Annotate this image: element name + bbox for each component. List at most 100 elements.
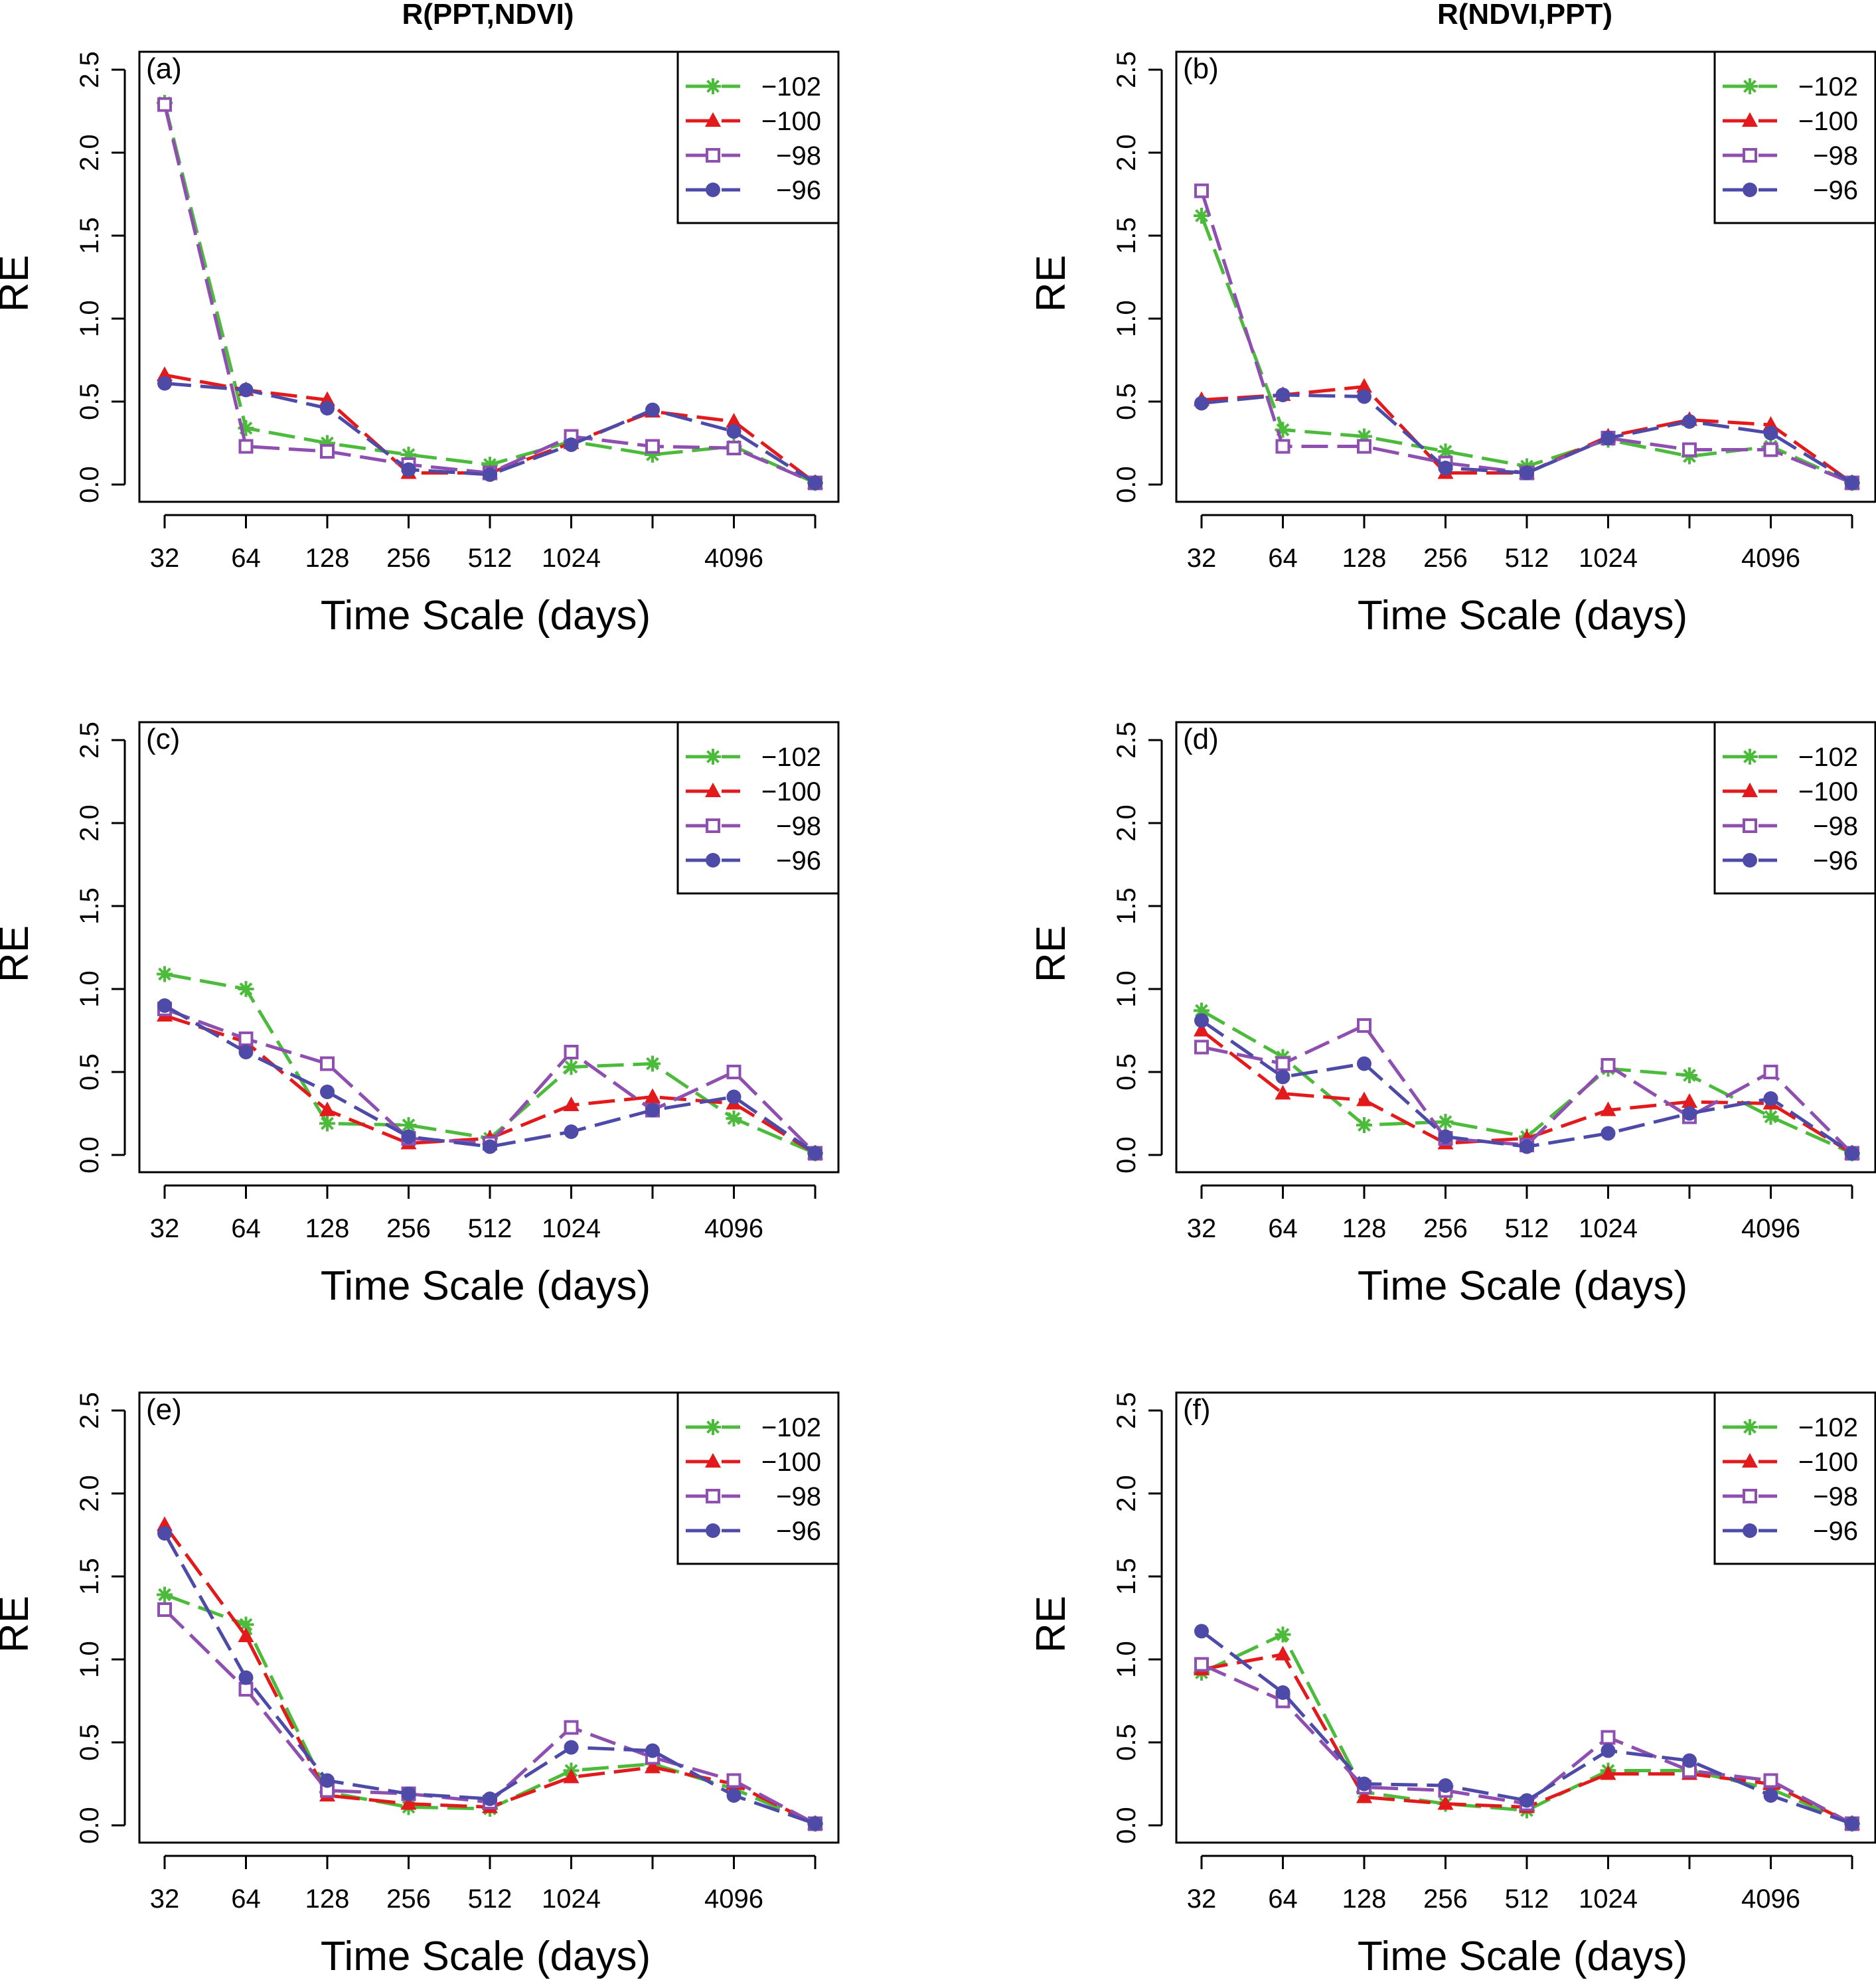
data-point [1763, 1091, 1778, 1106]
legend-marker [1742, 1453, 1758, 1468]
legend-label: −98 [776, 812, 821, 841]
y-tick-label: 1.5 [1112, 1558, 1141, 1595]
series-minus-98 [1194, 1018, 1859, 1161]
legend-marker [705, 783, 721, 797]
legend-label: −96 [1813, 846, 1858, 876]
data-point [483, 467, 497, 482]
data-point [1275, 421, 1291, 438]
data-point [645, 1758, 661, 1774]
legend-label: −100 [761, 777, 821, 806]
data-point [808, 1146, 822, 1161]
data-point [320, 1085, 335, 1099]
legend-label: −102 [761, 743, 821, 772]
data-point [564, 1720, 579, 1735]
data-point [1438, 461, 1453, 475]
data-point [400, 1795, 417, 1810]
data-point [1763, 1065, 1778, 1079]
data-point [1275, 1645, 1291, 1661]
data-point [238, 420, 254, 436]
data-point [1275, 1085, 1291, 1100]
data-point [1356, 378, 1372, 393]
x-tick-label: 512 [468, 544, 512, 573]
data-point [1275, 439, 1290, 454]
plot-frame [1175, 721, 1876, 1174]
series-minus-96 [1194, 1624, 1859, 1831]
data-point [645, 1103, 660, 1118]
y-axis-label: RE [1028, 925, 1074, 982]
data-point [1194, 1002, 1210, 1019]
series-line [163, 1532, 816, 1825]
legend-box [676, 50, 840, 224]
legend-marker [705, 78, 721, 94]
data-point [238, 1031, 254, 1046]
data-point [401, 462, 416, 477]
data-point [1600, 1101, 1616, 1116]
data-point [1763, 1773, 1778, 1788]
plot-frame [138, 50, 840, 503]
data-point [1194, 396, 1209, 411]
data-point [1357, 1018, 1371, 1033]
data-point [1763, 425, 1778, 441]
data-point [1601, 1058, 1616, 1073]
panel-a: (a) 0.0 0.5 1.0 1.5 2.0 2.5 RE 32 64 128 256 512 1024… [0, 50, 840, 639]
column-title-left: R(PPT,NDVI) [402, 0, 574, 31]
y-tick-label: 1.5 [75, 217, 104, 254]
x-tick-label: 128 [1342, 1214, 1387, 1243]
data-point [1438, 1129, 1453, 1144]
legend: −102 −100 −98 −96 [676, 721, 840, 895]
x-tick-label: 64 [231, 1884, 261, 1914]
y-tick-label: 1.0 [75, 970, 104, 1008]
plot-frame [138, 721, 840, 1174]
legend: −102 −100 −98 −96 [1713, 721, 1876, 895]
x-axis-label: Time Scale (days) [321, 593, 651, 639]
y-tick-label: 2.5 [1112, 51, 1141, 88]
legend-marker [706, 1523, 720, 1538]
legend-marker [706, 148, 720, 163]
data-point [1681, 1093, 1697, 1108]
data-point [564, 1045, 579, 1059]
x-tick-label: 32 [150, 544, 180, 573]
y-tick-label: 1.5 [1112, 217, 1141, 254]
legend-label: −100 [1798, 107, 1858, 136]
data-point [726, 1110, 742, 1126]
data-point [1682, 1753, 1697, 1768]
legend-marker [1743, 148, 1757, 163]
data-point [1357, 389, 1371, 404]
x-tick-label: 512 [1505, 544, 1549, 573]
panel-b: (b) 0.0 0.5 1.0 1.5 2.0 2.5 RE 32 64 128 256 512 1024… [1028, 50, 1876, 639]
plot-frame [138, 1391, 840, 1844]
x-tick-label: 32 [1187, 1884, 1217, 1914]
x-tick-label: 64 [231, 1214, 261, 1243]
y-axis-label: RE [0, 255, 37, 312]
data-point [1601, 1730, 1616, 1745]
legend-marker [1742, 78, 1758, 94]
x-tick-label: 256 [386, 1214, 431, 1243]
y-axis-label: RE [1028, 1596, 1074, 1653]
legend-marker [1743, 1523, 1757, 1538]
data-point [1275, 1069, 1290, 1085]
panel-label: (b) [1183, 52, 1219, 85]
x-tick-label: 1024 [1579, 544, 1638, 573]
x-tick-label: 4096 [1741, 1214, 1800, 1243]
data-point [401, 1129, 416, 1144]
x-axis-label: Time Scale (days) [1358, 1934, 1687, 1979]
y-tick-label: 1.0 [1112, 1641, 1141, 1678]
legend-marker [1742, 749, 1758, 765]
series-line [1200, 190, 1853, 485]
legend-label: −98 [1813, 1482, 1858, 1511]
y-tick-label: 1.0 [1112, 300, 1141, 337]
legend-marker [1742, 112, 1758, 127]
data-point [319, 1115, 335, 1132]
data-point [320, 401, 335, 416]
y-tick-label: 2.5 [75, 51, 104, 88]
panel-label: (a) [146, 52, 182, 85]
y-tick-label: 0.5 [1112, 1724, 1141, 1761]
legend-label: −100 [1798, 777, 1858, 806]
legend-label: −98 [1813, 812, 1858, 841]
x-tick-label: 32 [150, 1884, 180, 1914]
data-point [1357, 1056, 1371, 1071]
data-point [563, 1059, 580, 1075]
x-tick-label: 512 [1505, 1214, 1549, 1243]
x-tick-label: 64 [231, 544, 261, 573]
legend-box [1713, 50, 1876, 224]
